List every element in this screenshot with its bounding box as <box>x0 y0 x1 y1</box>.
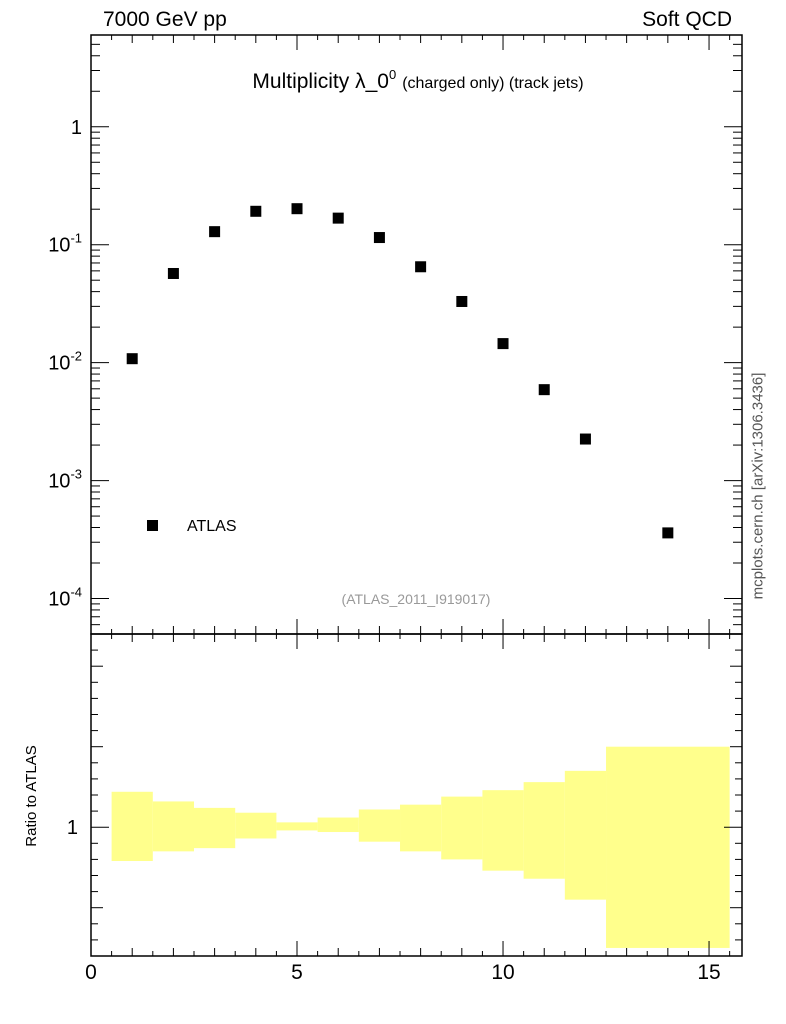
legend-marker <box>147 520 158 531</box>
x-tick-label: 15 <box>697 961 720 984</box>
x-tick-label: 5 <box>291 961 303 984</box>
ratio-band-bin <box>441 796 483 860</box>
data-point <box>662 527 674 539</box>
ratio-y-tick-label: 1 <box>67 817 78 839</box>
data-point <box>167 267 179 279</box>
ratio-band-bin <box>358 809 401 842</box>
main-y-tick-label: 10-4 <box>48 584 82 610</box>
data-point <box>209 226 221 238</box>
ratio-band-bin <box>482 790 524 871</box>
data-point <box>126 353 138 365</box>
ratio-band-bin <box>194 807 236 849</box>
x-tick-label: 10 <box>491 961 514 984</box>
ratio-band-bin <box>317 817 359 833</box>
data-point <box>415 261 427 273</box>
header-beam-energy: 7000 GeV pp <box>103 8 227 31</box>
ratio-band-bin <box>523 782 565 879</box>
ratio-band-bin <box>276 822 318 831</box>
header-process: Soft QCD <box>642 8 732 31</box>
data-point <box>332 212 344 224</box>
main-y-tick-label: 1 <box>71 117 82 139</box>
data-point <box>291 203 303 215</box>
data-point <box>250 205 262 217</box>
data-point <box>456 295 468 307</box>
ratio-band-bin <box>152 801 195 852</box>
x-tick-label: 0 <box>85 961 97 984</box>
data-point <box>373 232 385 244</box>
main-y-tick-label: 10-2 <box>48 349 82 375</box>
ratio-band-bin <box>564 770 607 900</box>
main-annotation: (ATLAS_2011_I919017) <box>342 591 491 607</box>
ratio-band-bin <box>400 804 442 852</box>
main-plot-frame <box>90 34 743 635</box>
data-point <box>579 433 591 445</box>
ratio-band-bin <box>111 791 153 862</box>
ratio-band-bin <box>606 746 730 948</box>
main-y-tick-label: 10-1 <box>48 231 82 257</box>
chart-title: Multiplicity λ_00(charged only) (track j… <box>252 67 583 93</box>
legend-label: ATLAS <box>187 518 237 535</box>
main-y-tick-label: 10-3 <box>48 467 82 493</box>
data-point <box>538 384 550 396</box>
data-point <box>497 338 509 350</box>
ratio-ylabel: Ratio to ATLAS <box>23 745 40 846</box>
ratio-band-bin <box>235 812 277 839</box>
